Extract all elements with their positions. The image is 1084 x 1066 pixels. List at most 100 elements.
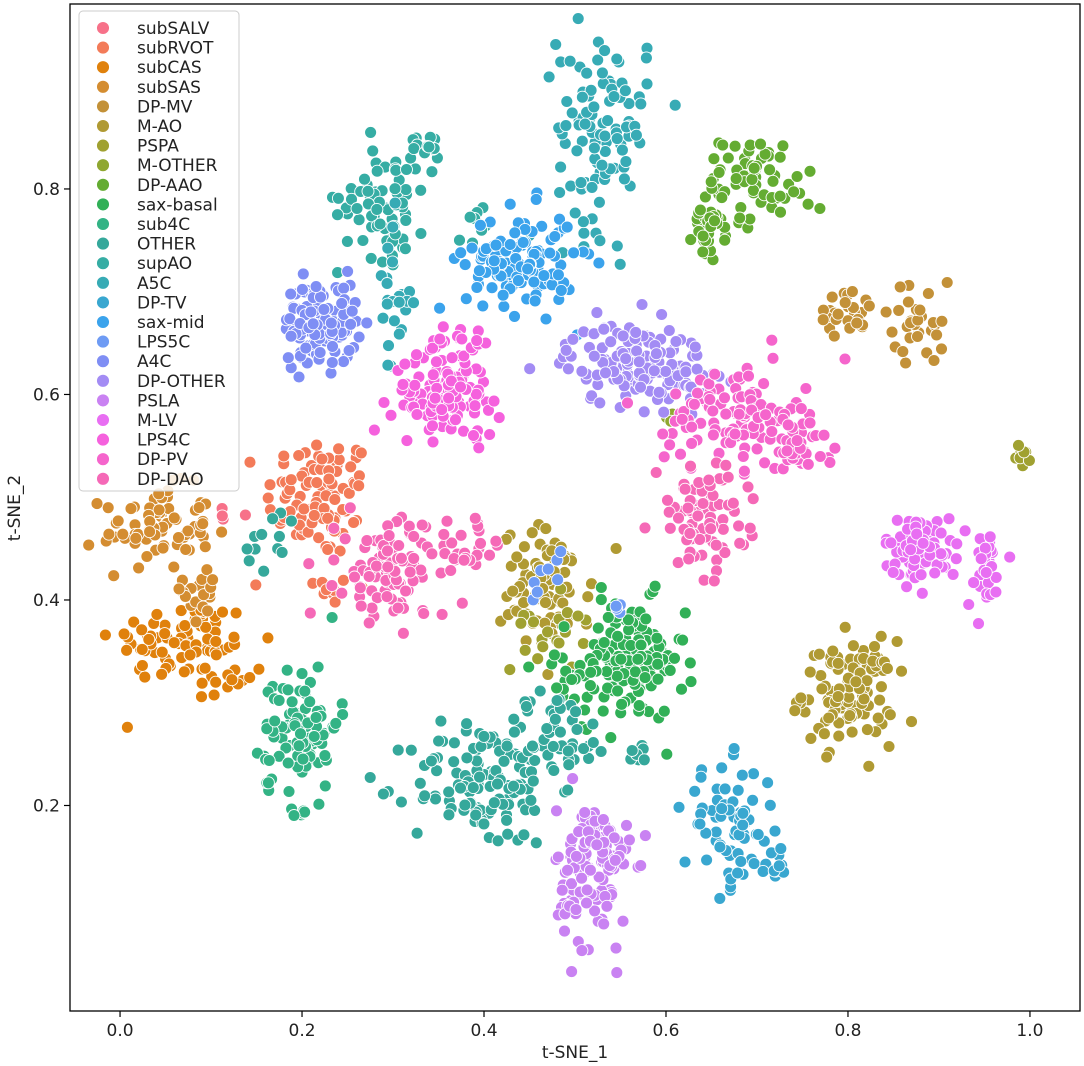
point-subsas (201, 604, 215, 618)
point-psla (638, 829, 652, 843)
point-sax-basal (557, 620, 571, 634)
point-dp-other (593, 396, 607, 410)
point-m-lv (962, 598, 976, 611)
point-dp-aao (747, 161, 761, 175)
point-dp-pv (780, 444, 794, 458)
point-other (500, 813, 514, 827)
point-a5c (575, 134, 589, 148)
legend-marker-sub4c (96, 217, 110, 231)
point-a5c (392, 295, 406, 309)
point-m-lv (958, 524, 972, 538)
point-psla (588, 904, 602, 918)
point-a5c (559, 119, 573, 133)
point-subsas (132, 561, 146, 575)
point-dp-dao (726, 496, 740, 510)
point-dp-pv (790, 434, 804, 448)
point-dp-aao (774, 205, 787, 219)
point-m-ao (882, 740, 896, 753)
point-dp-dao (394, 551, 408, 565)
point-subsas (152, 503, 166, 517)
point-lps4c (410, 408, 424, 421)
point-m-lv (914, 568, 928, 582)
point-m-lv (950, 537, 964, 551)
point-dp-dao (414, 563, 428, 577)
point-dp-pv (718, 391, 731, 405)
point-lps5c (530, 585, 544, 599)
point-other (466, 781, 480, 795)
point-a5c (578, 117, 592, 131)
point-psla (558, 924, 571, 938)
point-subcas (138, 670, 152, 684)
point-supao (400, 163, 413, 176)
point-dp-dao (303, 606, 317, 620)
point-sax-mid (496, 288, 510, 302)
legend-label-m-other: M-OTHER (137, 156, 218, 176)
point-dp-tv (736, 806, 750, 820)
point-sax-basal (601, 610, 615, 624)
point-sax-basal (610, 669, 624, 683)
point-other (284, 514, 298, 528)
point-sax-mid (560, 220, 574, 234)
point-dp-other (632, 355, 646, 369)
point-subcas (127, 615, 141, 629)
point-m-lv (967, 576, 981, 590)
point-dp-pv (757, 377, 771, 391)
point-other (454, 781, 467, 795)
point-subcas (98, 628, 112, 642)
point-sax-basal (668, 651, 681, 665)
point-supao (399, 213, 413, 227)
point-subcas (225, 673, 239, 687)
point-subrvot (310, 438, 324, 452)
point-sub4c (307, 730, 321, 743)
point-sax-basal (651, 657, 665, 671)
point-dp-other (523, 362, 537, 376)
point-dp-tv (731, 783, 745, 797)
point-dp-other (619, 352, 633, 366)
point-subrvot (315, 452, 329, 466)
point-sax-mid (508, 226, 522, 240)
point-a5c (610, 239, 624, 253)
point-subrvot (277, 449, 291, 463)
point-dp-dao (327, 521, 341, 535)
point-subcas (183, 648, 197, 662)
point-dp-dao (661, 493, 674, 507)
point-a5c (591, 53, 605, 67)
point-a4c (317, 302, 331, 316)
point-subrvot (263, 478, 277, 492)
legend-label-a4c: A4C (137, 352, 171, 372)
point-dp-mv (825, 290, 839, 304)
point-other (562, 758, 576, 772)
point-dp-dao (721, 470, 735, 484)
point-dp-pv (702, 377, 716, 391)
point-a5c (381, 241, 395, 255)
point-dp-dao (638, 521, 652, 535)
point-other (500, 739, 514, 753)
point-a5c (575, 90, 589, 104)
point-dp-other (655, 308, 669, 321)
point-subrvot (332, 453, 346, 467)
point-sax-basal (596, 704, 610, 718)
point-subcas (195, 690, 208, 704)
point-psla (566, 772, 580, 786)
point-dp-aao (801, 197, 815, 211)
point-a5c (571, 12, 585, 26)
point-dp-mv (838, 296, 852, 310)
point-subcas (243, 671, 257, 685)
point-a5c (565, 106, 579, 120)
point-sax-basal (565, 673, 579, 686)
legend-marker-dp-tv (96, 295, 110, 310)
legend-marker-supao (96, 256, 110, 271)
point-subsalv (238, 508, 252, 522)
point-other (477, 817, 491, 831)
legend-label-other: OTHER (137, 235, 196, 255)
point-m-ao (883, 708, 897, 722)
point-dp-aao (790, 170, 804, 183)
point-psla (550, 804, 563, 818)
point-psla (575, 871, 589, 885)
point-dp-mv (911, 330, 924, 343)
point-dp-dao (733, 536, 747, 550)
point-dp-dao (468, 511, 482, 525)
point-sax-basal (631, 652, 645, 666)
point-sub4c (261, 776, 275, 790)
point-dp-dao (704, 522, 718, 536)
